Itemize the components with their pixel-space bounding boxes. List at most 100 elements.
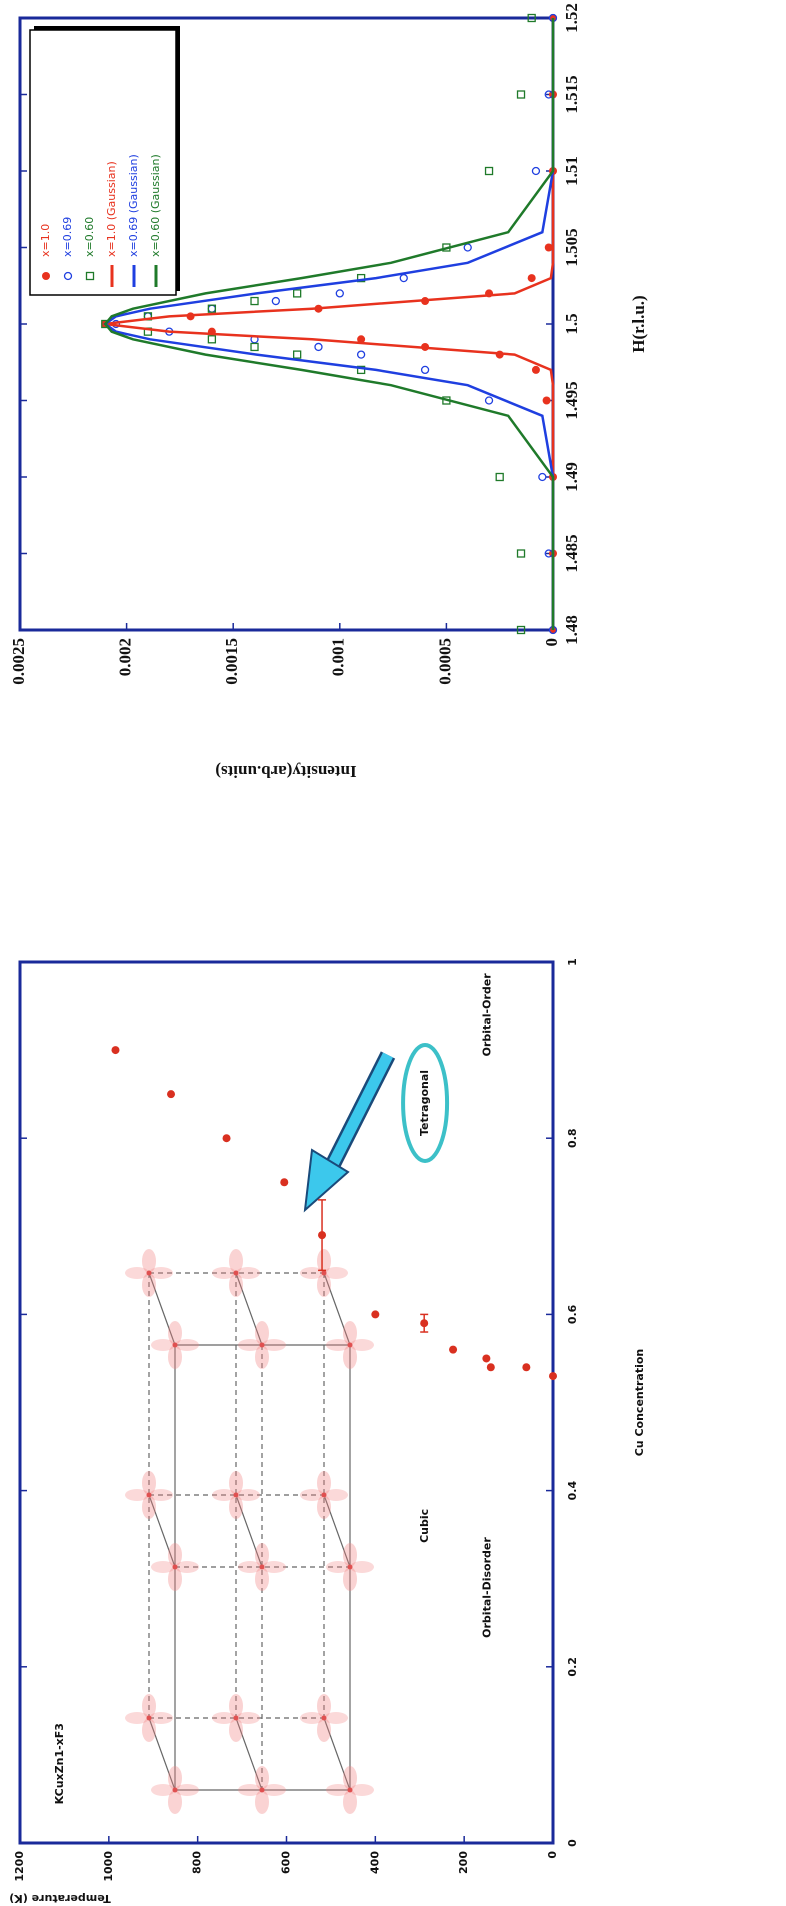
lattice-orbital — [125, 1267, 149, 1279]
chart: 1.48 1.485 1.49 1.495 1.5 1.505 1.51 1.515 1.52 0… — [9, 3, 648, 781]
plot-frame — [18, 960, 555, 1845]
highlight-ellipse — [401, 1042, 450, 1163]
data-point — [482, 1354, 491, 1363]
lattice-edge — [323, 1494, 351, 1568]
x-tick-label: 1.48 — [562, 615, 581, 645]
x-tick-label: 1.485 — [562, 534, 581, 572]
y-tick-label: 1000 — [102, 1851, 115, 1882]
data-point — [516, 90, 526, 99]
lattice-orbital — [350, 1561, 374, 1573]
x-tick-label: 1.49 — [562, 462, 581, 492]
data-point — [167, 1090, 176, 1099]
data-point — [356, 273, 366, 283]
y-tick-label: 0 — [546, 1851, 559, 1859]
lattice-orbital — [343, 1321, 357, 1345]
y-tick-label: 0.002 — [116, 638, 135, 676]
data-point — [420, 365, 430, 375]
lattice-node — [259, 1787, 265, 1793]
x-tick-label: 0.6 — [566, 1304, 579, 1324]
lattice-orbital — [151, 1561, 175, 1573]
data-point — [538, 472, 547, 482]
lattice-orbital — [324, 1267, 348, 1279]
legend-label: x=1.0 (Gaussian) — [105, 161, 118, 257]
lattice-orbital — [229, 1694, 243, 1718]
lattice-orbital — [125, 1712, 149, 1724]
x-tick-label: 1.51 — [562, 156, 581, 186]
lattice-edge — [235, 1272, 263, 1346]
data-point — [280, 1178, 289, 1187]
y-tick-label: 600 — [280, 1851, 293, 1874]
lattice-orbital — [151, 1784, 175, 1796]
lattice-orbital — [175, 1561, 199, 1573]
data-point — [271, 296, 280, 306]
legend-swatch — [85, 271, 95, 281]
lattice-orbital — [300, 1267, 324, 1279]
lattice-orbital — [149, 1489, 173, 1501]
lattice-node — [347, 1342, 353, 1348]
lattice-orbital — [229, 1471, 243, 1495]
legend-label: x=0.60 (Gaussian) — [149, 154, 162, 257]
data-point — [463, 243, 472, 252]
data-point — [222, 1134, 231, 1143]
lattice-orbital — [317, 1495, 331, 1519]
lattice-orbital — [343, 1766, 357, 1790]
lattice-node — [259, 1342, 265, 1348]
legend-label: x=0.60 — [83, 217, 96, 257]
data-point — [531, 365, 540, 374]
data-point — [207, 304, 217, 313]
lattice-orbital — [343, 1345, 357, 1369]
lattice-orbital — [149, 1267, 173, 1279]
arrow — [303, 1051, 396, 1213]
lattice-node — [347, 1787, 353, 1793]
chart: 0 0.2 0.4 0.6 0.8 1 0 200 400 600 800 1000 1200 Cu Co… — [9, 958, 646, 1905]
x-tick-label: 0.8 — [566, 1128, 579, 1148]
legend-box — [29, 29, 177, 296]
data-point — [250, 342, 259, 352]
lattice-node — [233, 1270, 239, 1276]
lattice-orbital — [317, 1694, 331, 1718]
annotation: KCuxZn1-xF3 — [53, 1723, 66, 1804]
lattice-orbital — [343, 1543, 357, 1567]
lattice-orbital — [229, 1273, 243, 1297]
lattice-orbital — [255, 1790, 269, 1814]
lattice-orbital — [317, 1718, 331, 1742]
lattice-orbital — [125, 1489, 149, 1501]
x-tick-label: 0 — [566, 1839, 579, 1847]
lattice-orbital — [168, 1790, 182, 1814]
lattice-orbital — [212, 1712, 236, 1724]
lattice-orbital — [255, 1567, 269, 1591]
lattice-orbital — [142, 1273, 156, 1297]
annotation: Cubic — [418, 1509, 431, 1543]
data-point — [486, 1363, 495, 1372]
lattice-orbital — [326, 1784, 350, 1796]
lattice-node — [146, 1492, 152, 1498]
lattice-orbital — [300, 1489, 324, 1501]
lattice-edge — [148, 1494, 176, 1568]
annotation: Orbital-Disorder — [480, 1537, 493, 1638]
data-point — [516, 625, 526, 635]
lattice-orbital — [142, 1471, 156, 1495]
data-point — [542, 396, 551, 405]
data-point — [356, 365, 366, 375]
lattice-orbital — [262, 1561, 286, 1573]
lattice-edge — [323, 1272, 351, 1346]
lattice-orbital — [168, 1766, 182, 1790]
x-axis-title: Cu Concentration — [633, 1349, 646, 1457]
y-tick-label: 0.0015 — [222, 638, 241, 685]
data-point — [314, 342, 323, 352]
lattice-orbital — [168, 1543, 182, 1567]
lattice-node — [233, 1715, 239, 1721]
legend-label: x=0.69 — [61, 217, 74, 257]
lattice-edge — [235, 1494, 263, 1568]
data-point — [356, 350, 366, 359]
lattice-orbital — [151, 1339, 175, 1351]
lattice — [125, 1249, 374, 1814]
lattice-orbital — [326, 1561, 350, 1573]
x-tick-label: 1 — [566, 958, 579, 966]
lattice-orbital — [350, 1784, 374, 1796]
data-point — [544, 243, 553, 252]
lattice-orbital — [238, 1339, 262, 1351]
data-point — [531, 166, 541, 176]
lattice-node — [146, 1715, 152, 1721]
